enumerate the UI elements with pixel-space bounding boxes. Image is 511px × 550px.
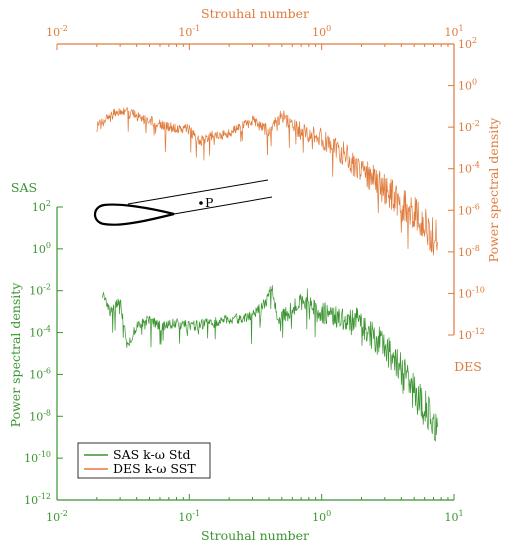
sas-y-tick-label: 10-6 <box>29 366 51 381</box>
sas-ylabel: Power spectral density <box>8 282 23 428</box>
sas-x-tick-label: 10-2 <box>46 509 68 524</box>
des-x-tick-label: 10-1 <box>178 24 200 39</box>
sas-x-tick-label: 100 <box>312 509 331 524</box>
wake-lower-line <box>173 196 273 215</box>
chart-legend: SAS k-ω Std DES k-ω SST <box>77 442 211 479</box>
sas-x-tick-label: 101 <box>444 509 463 524</box>
sas-xlabel: Strouhal number <box>201 528 309 543</box>
sas-y-tick-label: 100 <box>32 241 51 256</box>
sas-y-tick-label: 10-4 <box>29 325 51 340</box>
sas-psd-line <box>101 285 438 442</box>
legend-label-sas: SAS k-ω Std <box>113 447 190 462</box>
des-psd-line <box>96 107 438 256</box>
wake-upper-line <box>127 179 269 205</box>
des-y-tick-label: 10-12 <box>458 327 485 342</box>
airfoil-shape <box>93 203 175 226</box>
sas-x-tick-label: 10-1 <box>178 509 200 524</box>
des-x-tick-label: 100 <box>312 24 331 39</box>
des-x-tick-label: 101 <box>444 24 463 39</box>
series-layer <box>96 107 438 442</box>
des-corner-label: DES <box>454 359 482 374</box>
des-y-tick-label: 102 <box>458 36 477 51</box>
probe-point-marker <box>199 201 203 205</box>
des-axes: 10-2 10-1 100 101 10-12 10-10 10-8 10-6 10-4 10-… <box>46 6 501 374</box>
sas-y-tick-label: 10-10 <box>24 450 51 465</box>
probe-point-label: P <box>205 195 213 210</box>
des-y-tick-label: 10-8 <box>458 244 480 259</box>
sas-axes: 10-2 10-1 100 101 10-12 10-10 10-8 10-6 10-4 10-… <box>8 180 464 543</box>
des-y-tick-label: 10-4 <box>458 161 480 176</box>
des-y-tick-label: 10-6 <box>458 202 480 217</box>
des-y-tick-label: 100 <box>458 78 477 93</box>
sas-y-tick-label: 10-2 <box>29 283 51 298</box>
des-xlabel: Strouhal number <box>201 6 309 21</box>
des-y-tick-label: 10-10 <box>458 285 485 300</box>
des-x-tick-label: 10-2 <box>46 24 68 39</box>
sas-y-tick-label: 10-12 <box>24 492 51 507</box>
sas-y-tick-label: 102 <box>32 199 51 214</box>
des-ylabel: Power spectral density <box>486 117 501 263</box>
legend-box <box>77 442 211 479</box>
sas-corner-label: SAS <box>11 180 37 195</box>
airfoil-wake-inset: P <box>93 179 273 226</box>
sas-y-tick-label: 10-8 <box>29 408 51 423</box>
legend-label-des: DES k-ω SST <box>113 461 196 476</box>
des-y-tick-label: 10-2 <box>458 119 480 134</box>
